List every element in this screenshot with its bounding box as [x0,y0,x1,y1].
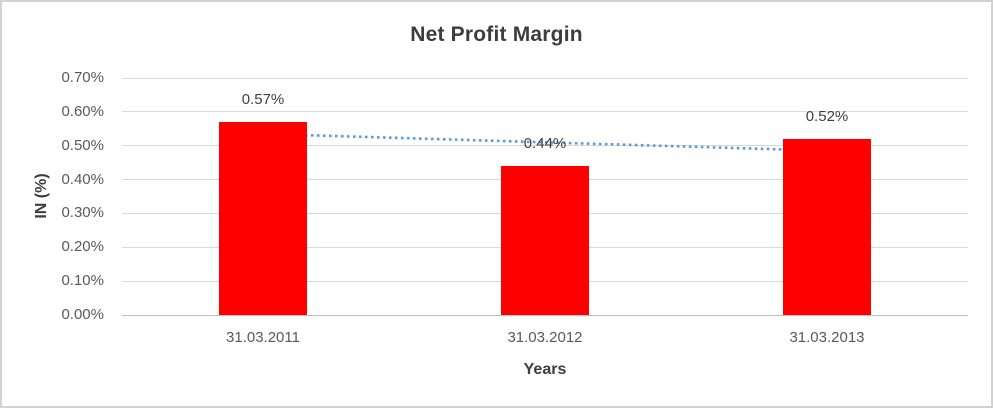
bar-31.03.2012 [501,166,589,315]
x-tick-label: 31.03.2013 [789,329,865,346]
bar-31.03.2013 [783,138,871,315]
bar-data-label: 0.44% [523,135,567,153]
x-axis-line [122,314,968,316]
y-axis-ticks: 0.00% 0.10% 0.20% 0.30% 0.40% 0.50% 0.60% 0.70% [2,69,112,323]
gridline [122,145,968,147]
y-tick-label: 0.30% [61,204,104,222]
x-axis-title: Years [523,361,567,378]
gridline [122,111,968,113]
bar-data-label: 0.52% [805,107,849,125]
y-tick-label: 0.70% [61,69,104,86]
bar-data-label: 0.57% [241,91,285,108]
y-tick-label: 0.00% [61,306,104,323]
bar-31.03.2011 [219,122,307,315]
y-tick-label: 0.40% [61,170,104,188]
trendline [262,132,828,153]
y-tick-label: 0.20% [61,238,104,256]
x-tick-label: 31.03.2011 [226,329,300,346]
x-tick-label: 31.03.2012 [507,329,583,346]
y-tick-label: 0.50% [61,136,104,154]
trendline-line [262,132,828,153]
y-tick-label: 0.10% [61,272,104,290]
plot-area: 0.57% 0.44% 0.52% [122,77,968,316]
y-tick-label: 0.60% [61,102,104,120]
chart-title: Net Profit Margin [410,23,583,46]
gridline [122,77,968,79]
